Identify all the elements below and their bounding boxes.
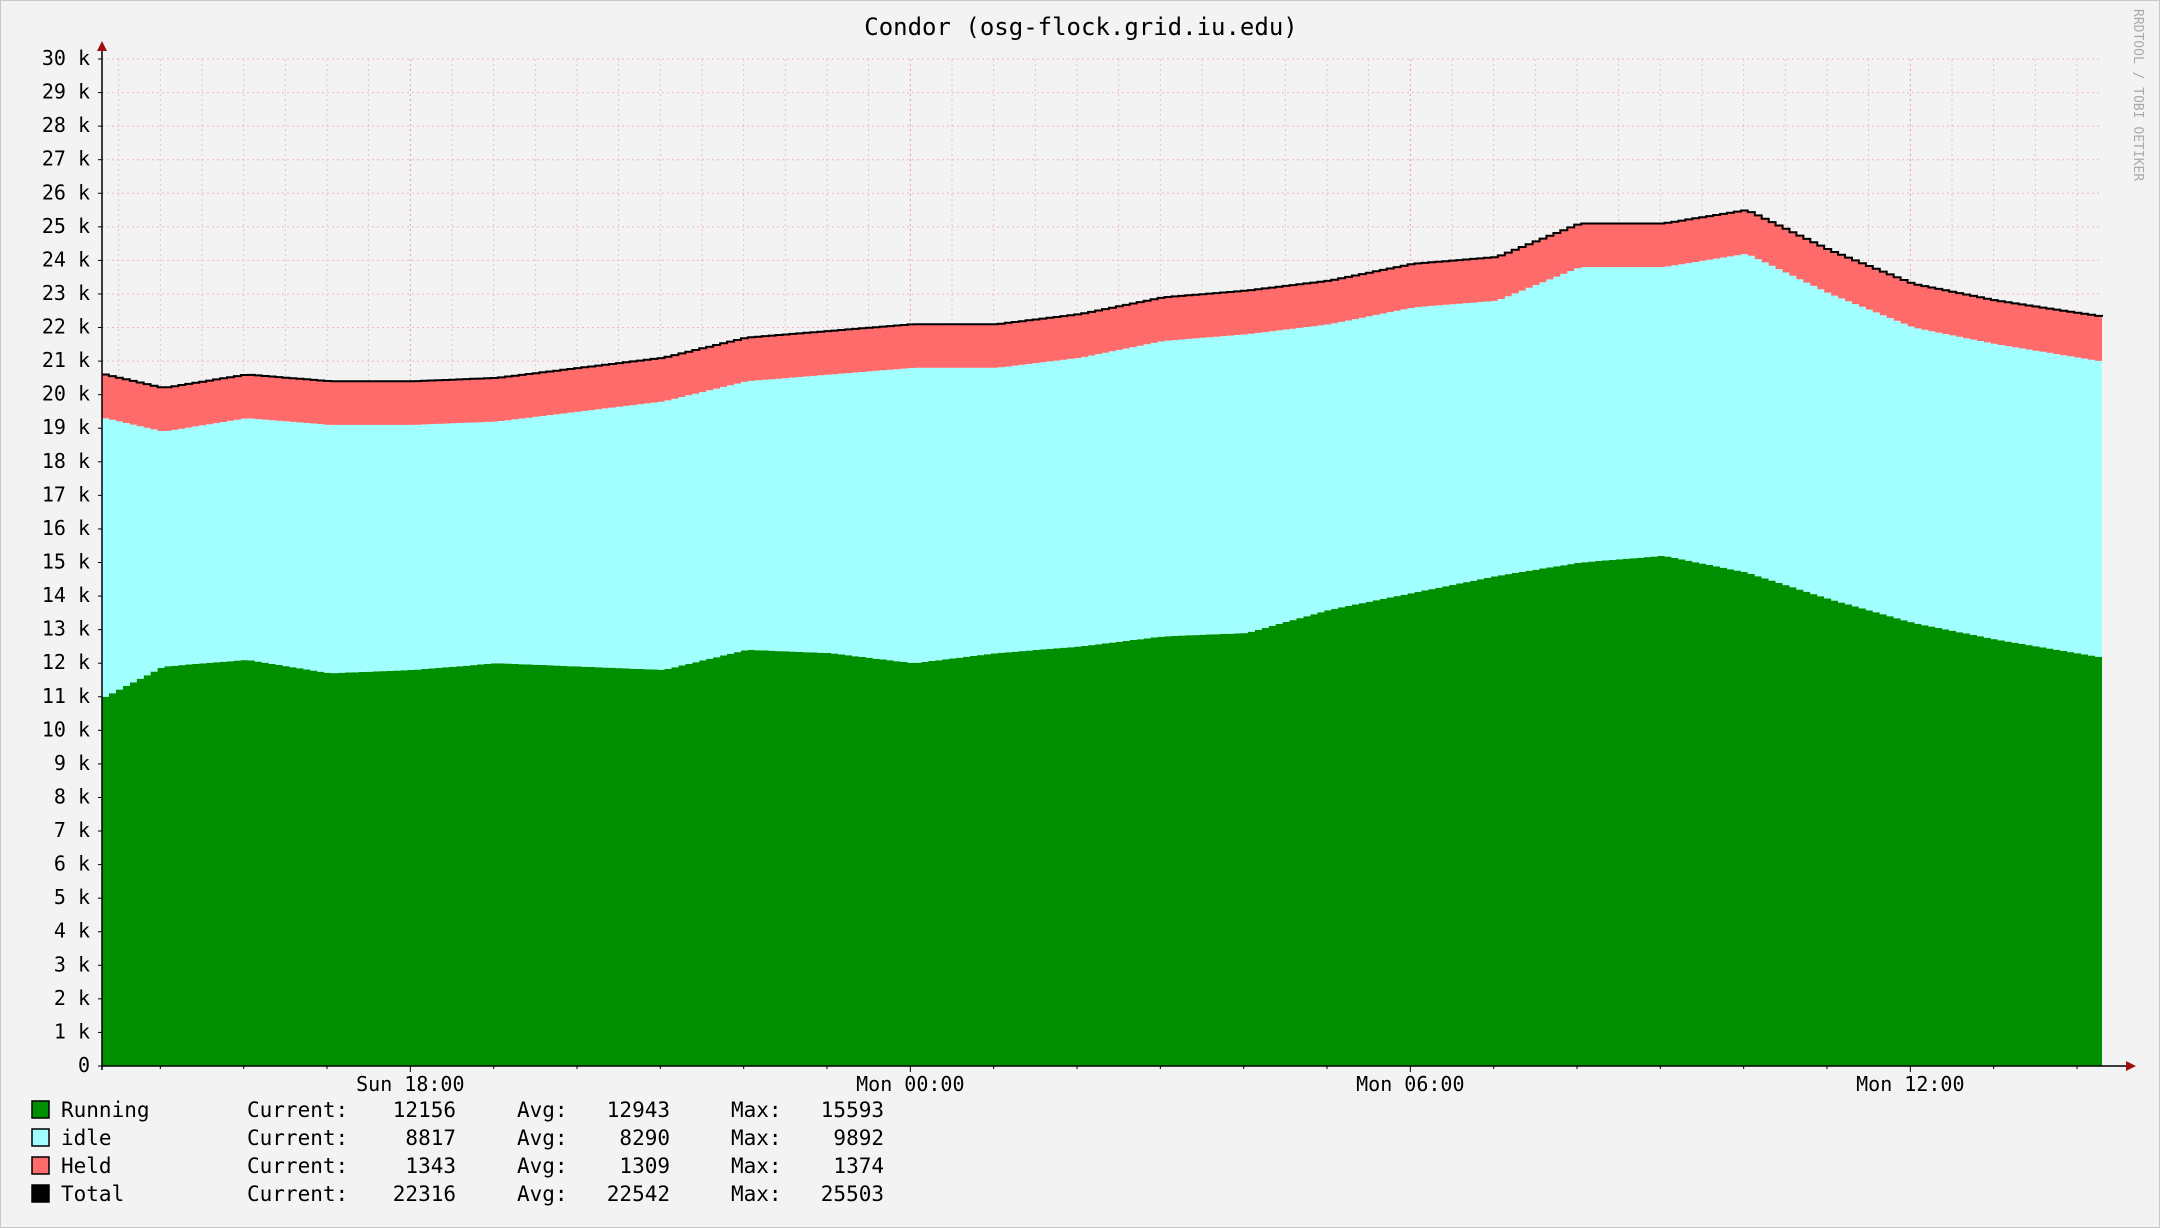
legend-max-label: Max:: [731, 1126, 782, 1150]
legend-max-value: 1374: [833, 1154, 884, 1178]
y-tick-label: 19 k: [42, 415, 90, 439]
y-tick-label: 11 k: [42, 684, 90, 708]
legend-max-label: Max:: [731, 1182, 782, 1206]
y-tick-label: 8 k: [54, 784, 90, 808]
legend-avg-value: 22542: [607, 1182, 670, 1206]
legend-name: idle: [61, 1126, 112, 1150]
legend-max-value: 15593: [821, 1098, 884, 1122]
legend-current-label: Current:: [247, 1126, 348, 1150]
y-tick-label: 7 k: [54, 818, 90, 842]
legend-current-value: 22316: [393, 1182, 456, 1206]
x-tick-label: Mon 00:00: [856, 1072, 964, 1096]
legend-current-value: 8817: [405, 1126, 456, 1150]
legend-current-label: Current:: [247, 1182, 348, 1206]
y-tick-label: 0: [78, 1053, 90, 1077]
y-tick-label: 5 k: [54, 885, 90, 909]
area-idle: [102, 254, 2102, 697]
x-tick-label: Mon 12:00: [1856, 1072, 1964, 1096]
y-tick-label: 20 k: [42, 382, 90, 406]
y-tick-label: 30 k: [42, 46, 90, 70]
x-axis-ticks: Sun 18:00 Mon 00:00 Mon 06:00 Mon 12:00: [159, 1066, 2078, 1096]
y-tick-label: 25 k: [42, 214, 90, 238]
axes: [97, 41, 2136, 1071]
legend-avg-label: Avg:: [517, 1154, 568, 1178]
legend-max-value: 25503: [821, 1182, 884, 1206]
legend-swatch-running: [31, 1100, 50, 1119]
x-tick-label: Mon 06:00: [1356, 1072, 1464, 1096]
y-tick-label: 18 k: [42, 449, 90, 473]
legend-name: Running: [61, 1098, 150, 1122]
y-tick-label: 23 k: [42, 281, 90, 305]
x-axis-arrow: [2126, 1061, 2136, 1071]
y-tick-label: 12 k: [42, 650, 90, 674]
y-tick-label: 27 k: [42, 147, 90, 171]
y-tick-label: 29 k: [42, 80, 90, 104]
line-total: [102, 209, 2103, 389]
legend-avg-label: Avg:: [517, 1098, 568, 1122]
y-tick-label: 1 k: [54, 1019, 90, 1043]
legend-avg-value: 1309: [619, 1154, 670, 1178]
y-axis-ticks: 0 1 k 2 k 3 k 4 k 5 k 6 k 7 k 8 k 9 k 10 k 11 k 12 k…: [42, 46, 102, 1077]
y-tick-label: 17 k: [42, 482, 90, 506]
chart-title: Condor (osg-flock.grid.iu.edu): [864, 13, 1297, 41]
y-tick-label: 9 k: [54, 751, 90, 775]
y-tick-label: 24 k: [42, 247, 90, 271]
stacked-areas: [102, 209, 2103, 1066]
y-tick-label: 15 k: [42, 550, 90, 574]
legend-current-value: 1343: [405, 1154, 456, 1178]
legend-swatch-total: [31, 1184, 50, 1203]
area-running: [102, 556, 2102, 1066]
y-tick-label: 14 k: [42, 583, 90, 607]
watermark: RRDTOOL / TOBI OETIKER: [2130, 9, 2145, 181]
legend-max-label: Max:: [731, 1154, 782, 1178]
y-tick-label: 10 k: [42, 717, 90, 741]
y-tick-label: 16 k: [42, 516, 90, 540]
y-tick-label: 22 k: [42, 315, 90, 339]
legend-swatch-held: [31, 1156, 50, 1175]
legend-current-label: Current:: [247, 1098, 348, 1122]
legend-current-value: 12156: [393, 1098, 456, 1122]
legend-name: Total: [61, 1182, 124, 1206]
y-axis-arrow: [97, 41, 107, 51]
y-tick-label: 4 k: [54, 919, 90, 943]
legend-current-label: Current:: [247, 1154, 348, 1178]
legend-avg-value: 8290: [619, 1126, 670, 1150]
legend: Running Current: 12156 Avg: 12943 Max: 15593 id…: [31, 1098, 884, 1206]
y-tick-label: 13 k: [42, 617, 90, 641]
legend-max-label: Max:: [731, 1098, 782, 1122]
legend-avg-label: Avg:: [517, 1182, 568, 1206]
y-tick-label: 3 k: [54, 952, 90, 976]
y-tick-label: 28 k: [42, 113, 90, 137]
legend-name: Held: [61, 1154, 112, 1178]
area-held: [102, 210, 2102, 431]
legend-avg-label: Avg:: [517, 1126, 568, 1150]
legend-swatch-idle: [31, 1128, 50, 1147]
legend-max-value: 9892: [833, 1126, 884, 1150]
y-tick-label: 21 k: [42, 348, 90, 372]
y-tick-label: 2 k: [54, 986, 90, 1010]
legend-avg-value: 12943: [607, 1098, 670, 1122]
x-tick-label: Sun 18:00: [356, 1072, 464, 1096]
y-tick-label: 6 k: [54, 852, 90, 876]
y-tick-label: 26 k: [42, 180, 90, 204]
